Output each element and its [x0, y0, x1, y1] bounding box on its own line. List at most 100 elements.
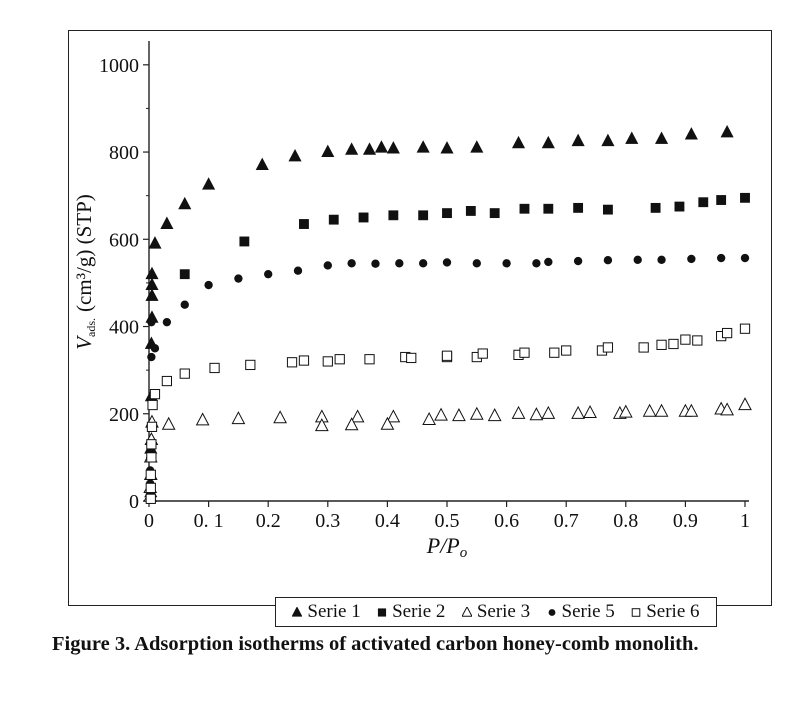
legend-item: Serie 5	[547, 601, 615, 623]
data-point	[380, 416, 395, 430]
data-point	[469, 406, 484, 420]
data-point	[416, 140, 430, 153]
data-point	[720, 402, 735, 416]
data-point	[145, 493, 156, 504]
data-point	[264, 270, 273, 279]
data-point	[147, 399, 158, 411]
data-point	[364, 354, 375, 365]
data-point	[321, 144, 335, 157]
data-point	[573, 256, 583, 266]
x-tick-label: 0.6	[494, 510, 519, 532]
y-tick-label: 200	[109, 404, 139, 426]
data-point	[650, 202, 661, 213]
data-point	[162, 317, 172, 327]
series-serie-3	[143, 397, 752, 502]
legend: Serie 1 Serie 2 Serie 3 Serie 5 Serie 6	[275, 597, 717, 627]
data-point	[180, 300, 189, 309]
data-point	[145, 277, 159, 291]
data-point	[328, 214, 339, 225]
data-point	[273, 410, 288, 424]
data-point	[472, 259, 481, 268]
data-point	[465, 206, 476, 216]
x-tick-label: 0	[144, 510, 154, 532]
data-point	[145, 266, 159, 280]
data-point	[511, 405, 526, 419]
data-point	[441, 350, 453, 361]
legend-marker-icon	[378, 608, 387, 617]
data-point	[395, 259, 404, 268]
data-point	[541, 405, 556, 419]
data-point	[314, 418, 329, 432]
data-point	[150, 344, 160, 353]
data-point	[344, 417, 359, 431]
data-point	[161, 375, 173, 387]
data-point	[674, 201, 685, 212]
figure-frame: 0 200 400 600 800 1000 0 0. 1 0.2 0.3 0.4 0.5 0.6 0.7…	[68, 30, 772, 627]
x-tick-label: 0. 1	[194, 510, 224, 532]
data-point	[195, 412, 210, 426]
data-point	[738, 397, 752, 411]
series-serie-6	[145, 323, 751, 504]
data-point	[234, 274, 243, 283]
data-point	[345, 142, 359, 155]
legend-label: Serie 3	[476, 601, 531, 622]
data-point	[371, 259, 380, 268]
data-point	[418, 210, 429, 221]
legend-marker-icon	[548, 609, 555, 616]
data-point	[239, 236, 250, 247]
data-point	[406, 352, 417, 364]
data-point	[434, 407, 448, 421]
data-point	[561, 345, 572, 356]
data-point	[422, 411, 437, 425]
data-point	[654, 403, 669, 417]
data-point	[529, 407, 544, 421]
data-point	[145, 469, 156, 480]
data-point	[146, 439, 157, 450]
series-serie-2	[179, 192, 750, 280]
data-point	[657, 255, 666, 264]
legend-label: Serie 2	[392, 601, 446, 622]
data-point	[178, 196, 192, 210]
data-point	[716, 253, 726, 263]
data-point	[511, 135, 526, 149]
data-point	[442, 258, 452, 267]
data-point	[147, 317, 156, 327]
data-point	[358, 212, 369, 223]
x-tick-label: 0.9	[673, 510, 698, 532]
y-tick-label: 1000	[99, 55, 139, 77]
data-point	[720, 124, 734, 138]
data-point	[148, 236, 162, 249]
legend-marker-icon	[292, 607, 303, 617]
series-serie-1	[144, 124, 734, 498]
data-point	[334, 354, 345, 365]
legend-marker-icon	[631, 608, 641, 617]
data-point	[470, 140, 484, 153]
data-point	[544, 257, 553, 267]
data-point	[489, 208, 500, 219]
x-tick-label: 0.8	[613, 510, 638, 532]
data-point	[739, 323, 751, 334]
data-point	[684, 403, 699, 417]
data-point	[160, 216, 174, 229]
data-point	[602, 342, 614, 353]
data-point	[418, 259, 428, 268]
data-point	[573, 202, 584, 213]
legend-item: Serie 6	[631, 601, 700, 623]
data-point	[680, 334, 691, 345]
x-tick-label: 0.2	[256, 510, 281, 532]
legend-marker	[548, 609, 555, 616]
data-point	[255, 157, 269, 171]
x-tick-label: 1	[740, 510, 750, 532]
legend-label: Serie 1	[307, 601, 361, 622]
data-point	[716, 195, 727, 205]
data-point	[299, 219, 309, 229]
data-point	[202, 177, 216, 190]
data-point	[477, 348, 488, 359]
data-point	[638, 342, 649, 353]
data-point	[293, 266, 303, 275]
data-point	[146, 421, 158, 432]
data-point	[452, 408, 466, 422]
data-point	[147, 352, 156, 362]
data-point	[323, 261, 332, 270]
data-point	[642, 403, 657, 417]
